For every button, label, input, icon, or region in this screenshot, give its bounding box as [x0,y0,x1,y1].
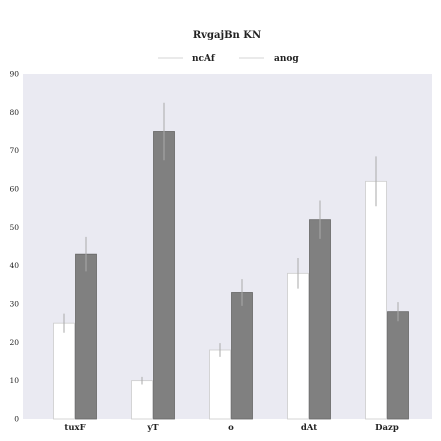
bar-ncAf-tuxF [54,323,75,419]
x-tick-label: tuxF [64,423,85,433]
x-tick-label: Dazp [375,423,399,433]
y-tick-label: 10 [9,376,19,385]
bar-ncAf-yT [132,381,153,419]
x-tick-label: dAt [301,423,317,433]
bar-ncAf-dAt [288,273,309,419]
y-axis: 0 10 20 30 40 50 60 70 80 90 [9,70,19,424]
bar-anog-Dazp [388,312,409,419]
bar-ncAf-o [210,350,231,419]
y-tick-label: 0 [14,415,19,424]
y-tick-label: 90 [9,70,19,79]
x-tick-label: yT [146,423,159,433]
legend-label-series-0: ncAf [192,54,216,64]
y-tick-label: 70 [9,146,19,155]
bar-anog-dAt [310,220,331,419]
chart-title: RvgajBn KN [193,30,261,41]
y-tick-label: 80 [9,108,19,117]
y-tick-label: 50 [9,223,19,232]
y-tick-label: 60 [9,185,19,194]
bar-anog-yT [154,132,175,420]
legend-label-series-1: anog [274,54,299,64]
legend: ncAf anog [158,54,299,64]
x-axis: tuxF yT o dAt Dazp [64,423,398,433]
y-tick-label: 30 [9,300,19,309]
bar-anog-tuxF [76,254,97,419]
y-tick-label: 20 [9,338,19,347]
bar-ncAf-Dazp [366,181,387,419]
x-tick-label: o [228,423,234,433]
bar-anog-o [232,293,253,420]
y-tick-label: 40 [9,261,19,270]
